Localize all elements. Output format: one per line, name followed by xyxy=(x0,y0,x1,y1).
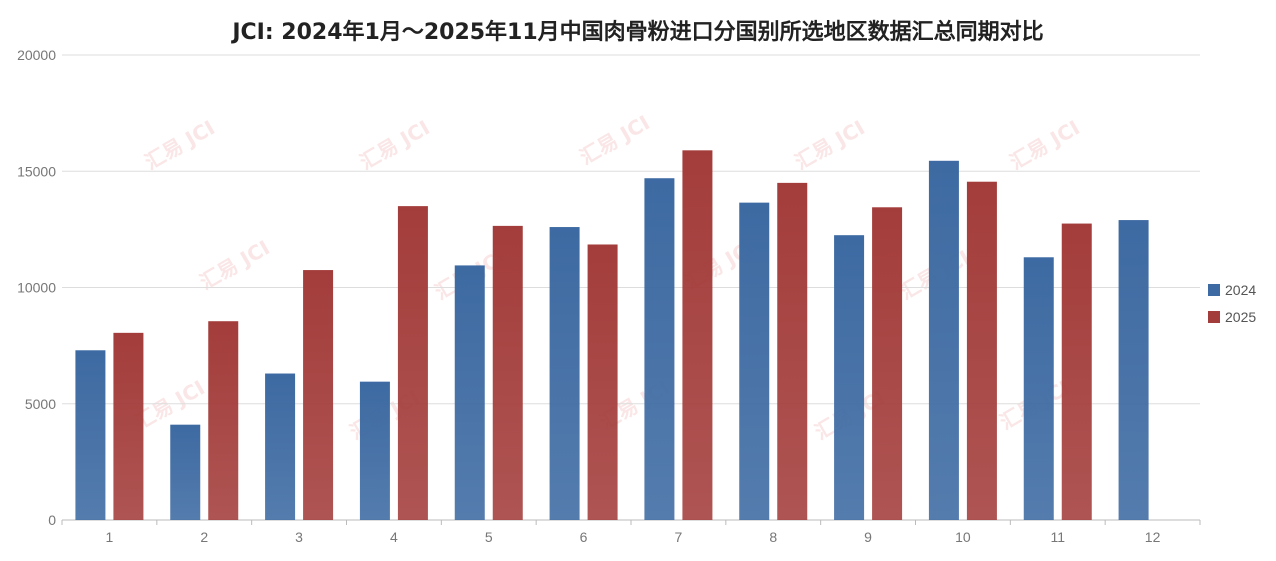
x-tick-label: 3 xyxy=(295,529,303,545)
y-tick-label: 0 xyxy=(48,512,56,528)
x-tick-label: 2 xyxy=(200,529,208,545)
x-tick-label: 1 xyxy=(106,529,114,545)
x-tick-label: 7 xyxy=(675,529,683,545)
chart-title: JCI: 2024年1月～2025年11月中国肉骨粉进口分国别所选地区数据汇总同… xyxy=(232,20,1044,45)
x-tick-label: 12 xyxy=(1145,529,1161,545)
bar-2024-11 xyxy=(1023,257,1054,520)
bar-2024-5 xyxy=(454,265,485,520)
bar-2024-9 xyxy=(834,235,865,520)
watermark-logo: 汇易 JCI xyxy=(1006,115,1084,174)
bar-2025-11 xyxy=(1061,223,1092,520)
bar-2025-7 xyxy=(682,150,713,520)
bar-2025-4 xyxy=(397,206,428,520)
bar-2024-1 xyxy=(75,350,106,520)
bar-2025-9 xyxy=(872,207,903,520)
x-tick-label: 9 xyxy=(864,529,872,545)
bar-2025-3 xyxy=(303,270,334,520)
bar-2024-4 xyxy=(359,381,390,520)
watermark-logo: 汇易 JCI xyxy=(356,115,434,174)
legend-label-2024: 2024 xyxy=(1225,282,1256,298)
bar-2025-10 xyxy=(966,181,997,520)
bar-2024-6 xyxy=(549,227,580,521)
bar-2025-1 xyxy=(113,332,144,520)
x-tick-label: 11 xyxy=(1050,529,1065,545)
y-tick-label: 20000 xyxy=(17,47,56,63)
bar-2024-2 xyxy=(170,424,201,520)
legend-swatch-2024 xyxy=(1208,284,1220,296)
x-tick-label: 10 xyxy=(955,529,971,545)
x-tick-label: 8 xyxy=(769,529,777,545)
bar-2024-12 xyxy=(1118,220,1149,520)
bar-2025-5 xyxy=(492,225,523,520)
y-tick-label: 15000 xyxy=(17,163,56,179)
x-tick-label: 6 xyxy=(580,529,588,545)
bar-2024-3 xyxy=(265,373,296,520)
bar-2024-7 xyxy=(644,178,675,520)
watermark-logo: 汇易 JCI xyxy=(576,110,654,169)
bar-2024-10 xyxy=(928,160,959,520)
x-tick-label: 5 xyxy=(485,529,493,545)
x-tick-label: 4 xyxy=(390,529,398,545)
y-tick-label: 10000 xyxy=(17,280,56,296)
legend-swatch-2025 xyxy=(1208,311,1220,323)
bar-2025-6 xyxy=(587,244,618,521)
watermark-logo: 汇易 JCI xyxy=(791,115,869,174)
bar-2024-8 xyxy=(739,202,770,520)
legend-label-2025: 2025 xyxy=(1225,309,1256,325)
y-tick-label: 5000 xyxy=(25,396,56,412)
watermark-logo: 汇易 JCI xyxy=(196,235,274,294)
bar-2025-8 xyxy=(777,182,808,520)
bar-2025-2 xyxy=(208,321,239,520)
watermark-logo: 汇易 JCI xyxy=(141,115,219,174)
